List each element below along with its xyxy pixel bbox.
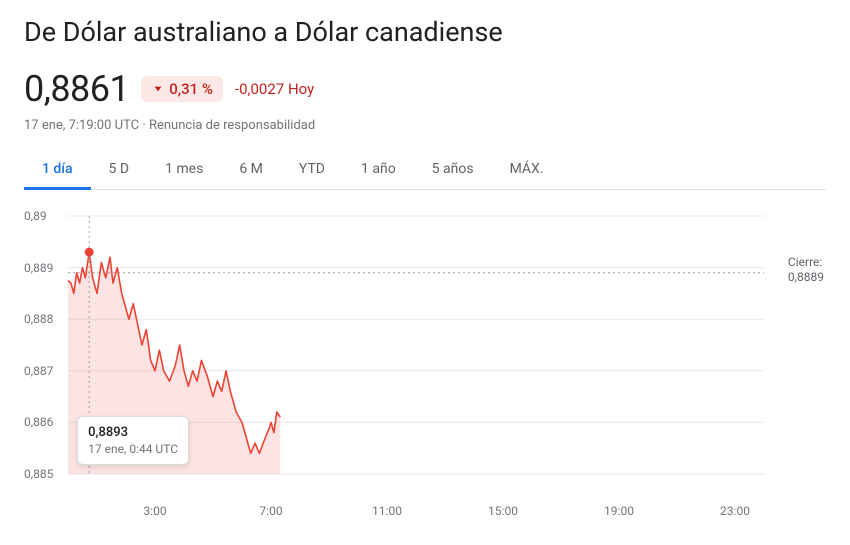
tab-5-d[interactable]: 5 D bbox=[91, 151, 148, 190]
chart-container: 0,885 0,886 0,887 0,888 0,889 0,89 3:00 7:00 11:… bbox=[24, 202, 824, 522]
closing-price-label: Cierre:0,8889 bbox=[788, 255, 824, 286]
current-price: 0,8861 bbox=[24, 68, 129, 110]
change-absolute: -0,0027 Hoy bbox=[235, 80, 314, 98]
price-row: 0,8861 0,31 % -0,0027 Hoy bbox=[24, 68, 826, 110]
x-axis-label: 11:00 bbox=[372, 504, 402, 518]
y-axis-label: 0,89 bbox=[24, 209, 47, 223]
tab-1-d-a[interactable]: 1 día bbox=[24, 151, 91, 190]
timestamp-row: 17 ene, 7:19:00 UTC · Renuncia de respon… bbox=[24, 118, 826, 133]
y-axis-label: 0,887 bbox=[24, 364, 53, 378]
y-axis-label: 0,885 bbox=[24, 467, 53, 481]
x-axis-label: 23:00 bbox=[720, 504, 750, 518]
x-axis-label: 3:00 bbox=[143, 504, 166, 518]
x-axis-label: 19:00 bbox=[604, 504, 634, 518]
x-axis-label: 15:00 bbox=[488, 504, 518, 518]
y-axis-label: 0,888 bbox=[24, 312, 53, 326]
change-percent: 0,31 % bbox=[169, 80, 213, 98]
tab-m-x-[interactable]: MÁX. bbox=[492, 151, 562, 190]
change-badge: 0,31 % bbox=[141, 76, 223, 102]
tooltip-time: 17 ene, 0:44 UTC bbox=[88, 442, 178, 456]
timestamp: 17 ene, 7:19:00 UTC bbox=[24, 118, 139, 133]
tab-1-mes[interactable]: 1 mes bbox=[147, 151, 221, 190]
tab-1-a-o[interactable]: 1 año bbox=[343, 151, 414, 190]
tooltip-value: 0,8893 bbox=[88, 425, 178, 440]
chart-tooltip: 0,8893 17 ene, 0:44 UTC bbox=[77, 416, 189, 465]
tab-5-a-os[interactable]: 5 años bbox=[414, 151, 492, 190]
x-axis-label: 7:00 bbox=[259, 504, 282, 518]
y-axis-label: 0,886 bbox=[24, 415, 53, 429]
disclaimer-link[interactable]: Renuncia de responsabilidad bbox=[149, 118, 315, 133]
tab-ytd[interactable]: YTD bbox=[281, 151, 343, 190]
page-title: De Dólar australiano a Dólar canadiense bbox=[24, 16, 826, 48]
arrow-down-icon bbox=[151, 82, 165, 96]
range-tabs: 1 día5 D1 mes6 MYTD1 año5 añosMÁX. bbox=[24, 151, 826, 190]
y-axis-label: 0,889 bbox=[24, 261, 53, 275]
tab-6-m[interactable]: 6 M bbox=[221, 151, 281, 190]
